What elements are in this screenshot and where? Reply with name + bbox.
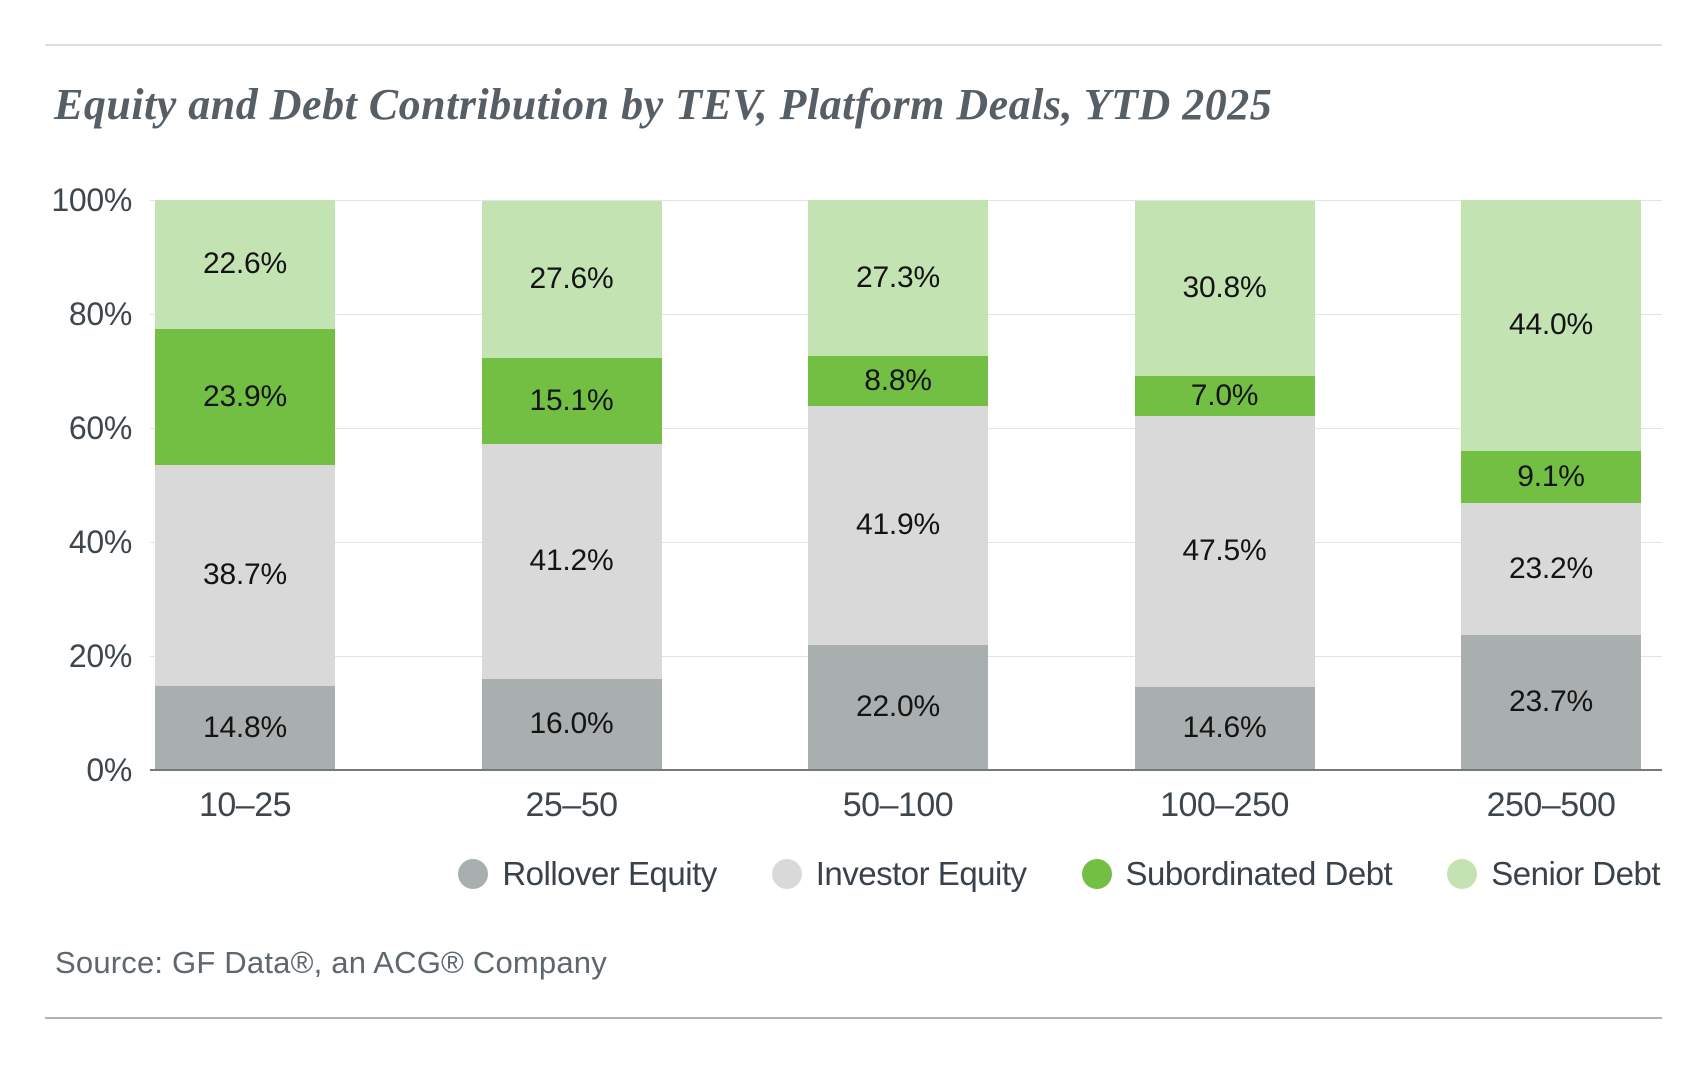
value-label: 22.0% — [855, 690, 941, 724]
legend-label: Senior Debt — [1491, 855, 1660, 892]
y-tick-label: 40% — [68, 524, 132, 560]
value-label: 9.1% — [1517, 459, 1585, 493]
value-label: 14.6% — [1182, 711, 1267, 745]
legend-item-rollover-equity: Rollover Equity — [458, 855, 717, 893]
value-label: 30.8% — [1182, 271, 1267, 305]
bar-25-50-segment-investor-equity: 41.2% — [481, 443, 662, 679]
bar-25-50: 16.0% 41.2% 15.1% 27.6% — [481, 200, 662, 770]
x-axis-baseline — [150, 769, 1662, 771]
bar-50-100-segment-rollover-equity: 22.0% — [808, 644, 988, 770]
bar-250-500-segment-rollover-equity: 23.7% — [1461, 634, 1641, 770]
bar-50-100: 22.0% 41.9% 8.8% 27.3% — [808, 200, 988, 770]
value-label: 47.5% — [1182, 534, 1267, 568]
bar-10-25-segment-senior-debt: 22.6% — [155, 200, 335, 329]
value-label: 41.9% — [855, 508, 941, 542]
legend-label: Rollover Equity — [502, 855, 717, 892]
chart-title: Equity and Debt Contribution by TEV, Pla… — [54, 80, 1273, 129]
value-label: 44.0% — [1508, 308, 1594, 342]
bar-10-25-segment-rollover-equity: 14.8% — [155, 685, 335, 770]
value-label: 15.1% — [529, 383, 614, 417]
value-label: 23.9% — [202, 379, 288, 413]
legend-swatch-icon — [458, 859, 489, 889]
bar-25-50-segment-rollover-equity: 16.0% — [481, 678, 662, 770]
y-tick-label: 80% — [68, 296, 132, 332]
source-note: Source: GF Data®, an ACG® Company — [55, 945, 607, 980]
value-label: 41.2% — [529, 544, 614, 578]
y-tick-label: 60% — [68, 410, 132, 446]
chart-legend: Rollover Equity Investor Equity Subordinat… — [458, 855, 1660, 893]
value-label: 8.8% — [864, 363, 932, 397]
bar-50-100-segment-senior-debt: 27.3% — [808, 200, 988, 356]
top-divider — [45, 44, 1662, 46]
x-tick-label-250-500: 250–500 — [1486, 786, 1616, 824]
x-tick-label-50-100: 50–100 — [842, 786, 954, 824]
y-tick-label: 100% — [51, 182, 132, 218]
bar-100-250: 14.6% 47.5% 7.0% 30.8% — [1134, 200, 1315, 770]
value-label: 38.7% — [202, 558, 288, 592]
bar-10-25-segment-subordinated-debt: 23.9% — [155, 328, 335, 466]
legend-label: Investor Equity — [815, 855, 1027, 892]
bar-50-100-segment-investor-equity: 41.9% — [808, 405, 988, 645]
bar-25-50-segment-senior-debt: 27.6% — [481, 200, 662, 358]
value-label: 7.0% — [1190, 379, 1259, 413]
value-label: 22.6% — [202, 247, 288, 281]
value-label: 23.7% — [1508, 685, 1594, 719]
y-tick-label: 20% — [68, 638, 132, 674]
bar-250-500-segment-investor-equity: 23.2% — [1461, 502, 1641, 635]
bar-10-25: 14.8% 38.7% 23.9% 22.6% — [155, 200, 335, 770]
bar-250-500-segment-senior-debt: 44.0% — [1461, 200, 1641, 451]
legend-label: Subordinated Debt — [1125, 855, 1393, 892]
value-label: 27.6% — [529, 262, 614, 296]
legend-item-subordinated-debt: Subordinated Debt — [1081, 855, 1393, 893]
bar-10-25-segment-investor-equity: 38.7% — [155, 465, 335, 686]
bar-25-50-segment-subordinated-debt: 15.1% — [481, 357, 662, 444]
legend-swatch-icon — [1081, 859, 1112, 889]
bar-250-500: 23.7% 23.2% 9.1% 44.0% — [1461, 200, 1641, 770]
x-tick-label-25-50: 25–50 — [525, 786, 618, 824]
value-label: 27.3% — [855, 260, 941, 294]
x-tick-label-10-25: 10–25 — [198, 786, 292, 824]
value-label: 14.8% — [202, 710, 288, 744]
value-label: 16.0% — [529, 707, 614, 741]
value-label: 23.2% — [1508, 551, 1594, 585]
plot-area: 14.8% 38.7% 23.9% 22.6% 16.0% 41.2% 15.1% 27.6%… — [150, 200, 1662, 771]
bar-100-250-segment-investor-equity: 47.5% — [1134, 416, 1315, 687]
bar-50-100-segment-subordinated-debt: 8.8% — [808, 355, 988, 406]
x-tick-label-100-250: 100–250 — [1160, 786, 1289, 824]
bar-100-250-segment-rollover-equity: 14.6% — [1134, 686, 1315, 770]
bar-100-250-segment-senior-debt: 30.8% — [1134, 200, 1315, 377]
bottom-divider — [45, 1017, 1662, 1019]
legend-swatch-icon — [1447, 859, 1478, 889]
bar-100-250-segment-subordinated-debt: 7.0% — [1134, 376, 1315, 417]
bar-250-500-segment-subordinated-debt: 9.1% — [1461, 450, 1641, 503]
y-tick-label: 0% — [86, 752, 132, 788]
legend-item-investor-equity: Investor Equity — [771, 855, 1027, 893]
legend-swatch-icon — [771, 859, 802, 889]
legend-item-senior-debt: Senior Debt — [1447, 855, 1660, 893]
